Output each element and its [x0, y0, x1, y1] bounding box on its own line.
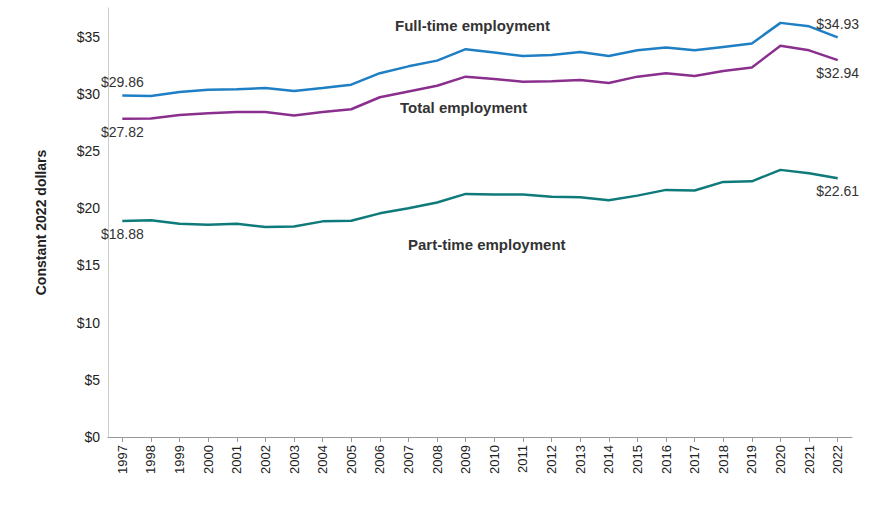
svg-text:$22.61: $22.61: [816, 183, 859, 199]
svg-text:Total employment: Total employment: [400, 99, 527, 116]
svg-text:2010: 2010: [487, 445, 502, 474]
svg-text:2011: 2011: [515, 445, 530, 473]
svg-text:Full-time employment: Full-time employment: [395, 17, 550, 34]
svg-text:2000: 2000: [201, 445, 216, 474]
svg-text:$27.82: $27.82: [101, 124, 144, 140]
svg-text:2015: 2015: [630, 445, 645, 474]
svg-text:2007: 2007: [401, 445, 416, 474]
svg-text:2022: 2022: [830, 445, 845, 474]
svg-text:2001: 2001: [229, 445, 244, 474]
svg-text:2004: 2004: [315, 445, 330, 474]
svg-text:$18.88: $18.88: [101, 226, 144, 242]
svg-text:2006: 2006: [372, 445, 387, 474]
svg-text:2008: 2008: [430, 445, 445, 474]
svg-text:2017: 2017: [687, 445, 702, 474]
svg-text:$34.93: $34.93: [816, 16, 859, 32]
svg-text:2020: 2020: [773, 445, 788, 474]
svg-text:2014: 2014: [601, 445, 616, 474]
svg-text:2012: 2012: [544, 445, 559, 474]
svg-text:$15: $15: [77, 257, 101, 273]
svg-text:1999: 1999: [172, 445, 187, 474]
svg-text:2018: 2018: [716, 445, 731, 474]
svg-text:$20: $20: [77, 200, 101, 216]
svg-text:$30: $30: [77, 86, 101, 102]
svg-text:2016: 2016: [659, 445, 674, 474]
svg-text:2003: 2003: [287, 445, 302, 474]
svg-text:$5: $5: [84, 372, 100, 388]
svg-text:2019: 2019: [744, 445, 759, 474]
svg-text:1998: 1998: [143, 445, 158, 474]
svg-text:2005: 2005: [344, 445, 359, 474]
svg-text:2009: 2009: [458, 445, 473, 474]
svg-text:Constant 2022 dollars: Constant 2022 dollars: [33, 150, 49, 296]
svg-text:2013: 2013: [573, 445, 588, 474]
svg-text:$29.86: $29.86: [101, 74, 144, 90]
svg-text:1997: 1997: [115, 445, 130, 474]
svg-text:$10: $10: [77, 315, 101, 331]
svg-text:$0: $0: [84, 429, 100, 445]
svg-text:$35: $35: [77, 29, 101, 45]
svg-text:2021: 2021: [802, 445, 817, 474]
svg-text:$25: $25: [77, 143, 101, 159]
svg-text:$32.94: $32.94: [816, 65, 859, 81]
svg-text:Part-time employment: Part-time employment: [408, 236, 566, 253]
svg-text:2002: 2002: [258, 445, 273, 474]
